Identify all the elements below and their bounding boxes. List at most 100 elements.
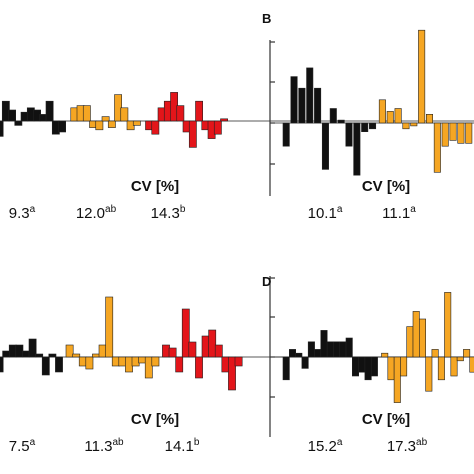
bar-red-9 xyxy=(221,356,230,373)
bar-orange-6 xyxy=(105,296,114,358)
bar-orange-3 xyxy=(85,356,94,370)
bar-orange-3 xyxy=(402,122,410,130)
bar-orange-10 xyxy=(132,120,141,126)
bar-black-11 xyxy=(351,356,359,377)
bar-orange-12 xyxy=(144,356,153,379)
bar-orange-9 xyxy=(125,356,133,373)
bar-orange-3 xyxy=(400,356,408,377)
bar-black-8 xyxy=(333,341,341,358)
bar-black-6 xyxy=(35,353,44,358)
bar-black-10 xyxy=(361,122,369,132)
bar-orange-9 xyxy=(437,356,445,381)
bar-black-5 xyxy=(321,122,329,170)
bar-black-3 xyxy=(15,344,24,358)
bar-black-5 xyxy=(28,338,37,358)
bar-orange-6 xyxy=(107,120,116,128)
bar-black-7 xyxy=(326,341,334,358)
bar-orange-1 xyxy=(387,356,395,381)
bar-group xyxy=(270,292,474,403)
bar-black-9 xyxy=(55,356,63,373)
bar-black-1 xyxy=(288,349,296,358)
bar-black-0 xyxy=(0,356,4,373)
bar-red-5 xyxy=(195,356,203,379)
cv-value-0: 10.1a xyxy=(308,204,343,222)
bar-black-10 xyxy=(58,120,66,133)
bar-black-8 xyxy=(45,100,54,122)
cv-axis-label: CV [%] xyxy=(131,411,179,428)
bar-orange-1 xyxy=(72,353,81,358)
panel-d-chart: D CV [%] 15.2a 17.3ab xyxy=(262,274,474,455)
bar-red-4 xyxy=(188,341,197,358)
bar-black-0 xyxy=(282,356,290,381)
bar-orange-13 xyxy=(463,349,471,358)
bar-black-8 xyxy=(345,122,353,147)
bar-red-8 xyxy=(195,100,203,122)
bar-orange-6 xyxy=(425,114,433,124)
bar-orange-11 xyxy=(138,356,147,364)
bar-orange-2 xyxy=(78,356,87,367)
bar-orange-7 xyxy=(433,122,441,173)
cv-axis-label: CV [%] xyxy=(131,178,179,195)
bar-orange-2 xyxy=(82,105,91,122)
cv-axis-label: CV [%] xyxy=(362,411,410,428)
bar-orange-7 xyxy=(111,356,120,367)
bar-black-12 xyxy=(358,356,366,373)
bar-black-4 xyxy=(307,341,315,358)
bar-black-9 xyxy=(339,341,347,358)
bar-orange-5 xyxy=(101,116,110,122)
bar-black-4 xyxy=(22,350,30,358)
bar-orange-5 xyxy=(412,311,420,358)
bar-orange-4 xyxy=(410,122,418,127)
bar-red-8 xyxy=(214,344,223,358)
bar-black-6 xyxy=(320,330,328,358)
bar-red-11 xyxy=(234,356,243,367)
bar-orange-5 xyxy=(98,344,107,358)
bar-black-5 xyxy=(314,349,322,358)
bar-orange-6 xyxy=(418,318,426,358)
bar-black-7 xyxy=(337,119,345,124)
cv-value-1: 11.3ab xyxy=(84,437,124,455)
bar-orange-5 xyxy=(418,29,426,124)
bar-red-7 xyxy=(208,329,217,358)
panel-letter-b: B xyxy=(262,11,271,26)
bar-orange-8 xyxy=(118,356,127,367)
cv-value-1: 17.3ab xyxy=(387,437,428,455)
bar-orange-8 xyxy=(441,122,449,147)
bar-black-3 xyxy=(14,120,23,126)
cv-value-2: 14.3b xyxy=(151,204,186,222)
bar-orange-0 xyxy=(381,352,389,358)
cv-value-0: 7.5a xyxy=(9,437,36,455)
bar-orange-13 xyxy=(151,356,160,367)
bar-orange-0 xyxy=(65,344,74,358)
panel-b-chart: B CV [%] 10.1a 11.1a xyxy=(262,11,474,222)
bar-orange-9 xyxy=(449,122,457,141)
bar-black-8 xyxy=(48,353,57,358)
bar-red-3 xyxy=(181,308,190,358)
bar-black-11 xyxy=(369,122,377,130)
bar-black-2 xyxy=(298,87,306,124)
bar-black-9 xyxy=(353,122,361,176)
bar-black-13 xyxy=(364,356,372,381)
bar-black-2 xyxy=(295,352,303,358)
bar-red-11 xyxy=(213,120,222,135)
bar-black-14 xyxy=(370,356,378,377)
panel-letter-d: D xyxy=(262,274,271,289)
bar-red-2 xyxy=(175,356,184,373)
bar-red-1 xyxy=(168,347,177,358)
bar-orange-8 xyxy=(120,107,129,122)
bar-black-7 xyxy=(41,356,50,376)
bar-orange-2 xyxy=(394,108,402,124)
bar-red-5 xyxy=(176,105,185,122)
cv-value-2: 14.1b xyxy=(165,437,200,455)
bar-black-10 xyxy=(345,337,353,358)
bar-black-1 xyxy=(290,76,298,124)
bar-orange-12 xyxy=(456,356,464,362)
bar-group xyxy=(270,29,474,176)
bar-black-3 xyxy=(301,356,309,369)
bar-black-2 xyxy=(8,109,16,122)
bar-orange-7 xyxy=(425,356,433,392)
bar-red-1 xyxy=(151,120,160,135)
bar-orange-10 xyxy=(131,356,140,367)
bar-red-12 xyxy=(220,118,228,122)
